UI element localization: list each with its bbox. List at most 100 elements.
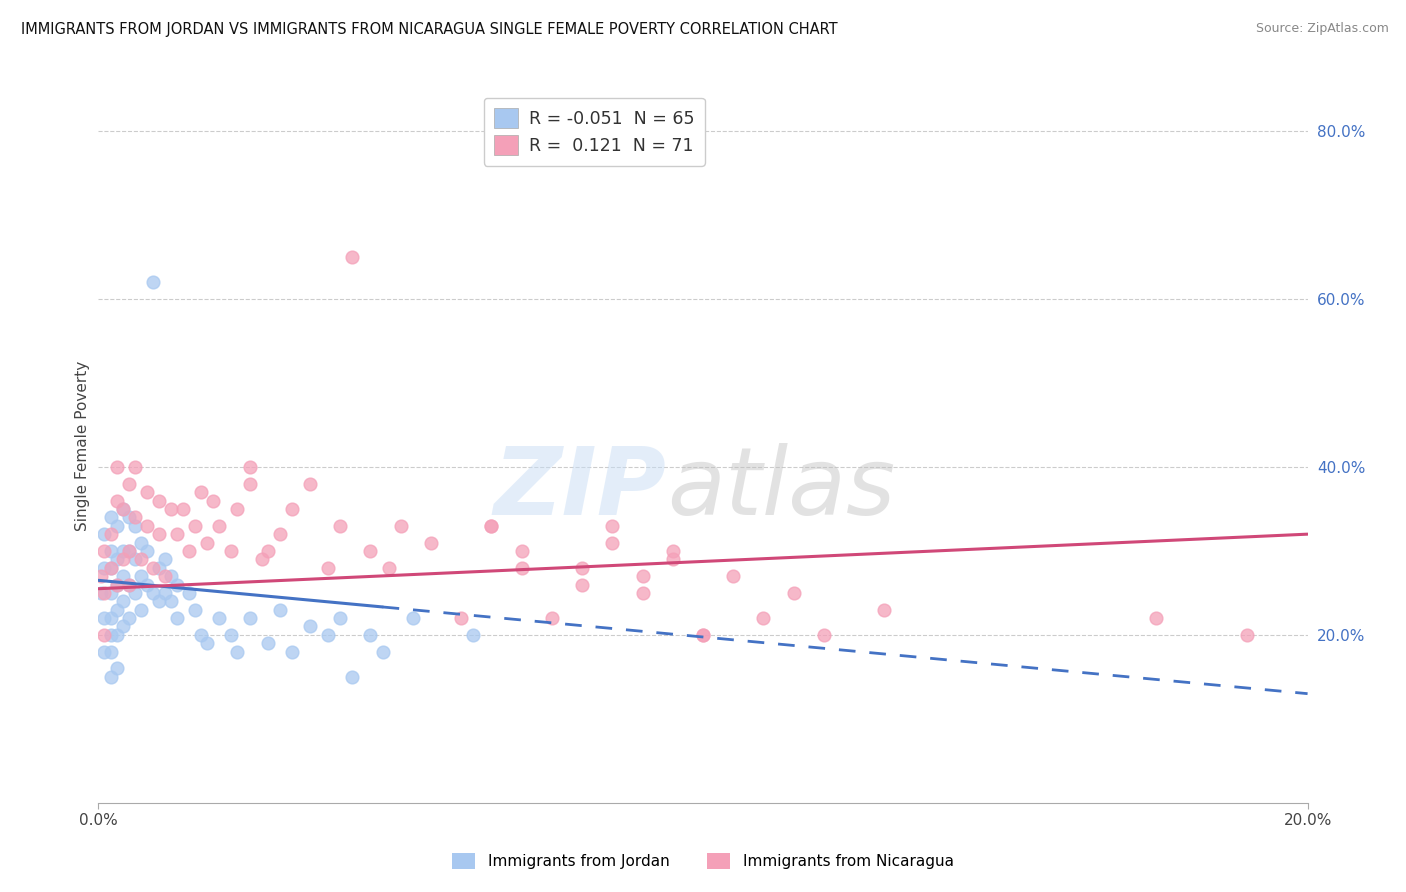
Point [105, 661, 128, 675]
Point [179, 586, 201, 600]
Point [402, 611, 425, 625]
Point [269, 527, 291, 541]
Point [481, 518, 503, 533]
Point [250, 552, 273, 566]
Point [190, 628, 212, 642]
Point [190, 485, 212, 500]
Point [316, 560, 339, 574]
Text: IMMIGRANTS FROM JORDAN VS IMMIGRANTS FROM NICARAGUA SINGLE FEMALE POVERTY CORREL: IMMIGRANTS FROM JORDAN VS IMMIGRANTS FRO… [21, 22, 838, 37]
Point [360, 544, 382, 558]
Point [100, 611, 122, 625]
Point [93, 544, 115, 558]
Point [269, 603, 291, 617]
Point [160, 594, 183, 608]
Point [129, 569, 152, 583]
Point [172, 502, 194, 516]
Point [221, 628, 243, 642]
Point [142, 275, 165, 289]
Point [662, 544, 685, 558]
Point [100, 628, 122, 642]
Point [148, 560, 170, 574]
Point [873, 603, 896, 617]
Point [118, 611, 141, 625]
Point [100, 544, 122, 558]
Point [329, 611, 352, 625]
Point [329, 518, 352, 533]
Point [299, 619, 322, 633]
Y-axis label: Single Female Poverty: Single Female Poverty [75, 361, 90, 531]
Point [100, 560, 122, 574]
Point [281, 502, 304, 516]
Point [105, 552, 128, 566]
Point [389, 518, 412, 533]
Point [602, 518, 624, 533]
Point [481, 518, 503, 533]
Point [124, 552, 146, 566]
Point [571, 560, 593, 574]
Point [420, 535, 443, 549]
Point [299, 476, 322, 491]
Point [105, 577, 128, 591]
Point [166, 577, 188, 591]
Point [202, 493, 225, 508]
Point [100, 670, 122, 684]
Point [118, 476, 141, 491]
Point [1236, 628, 1258, 642]
Point [226, 502, 249, 516]
Point [148, 594, 170, 608]
Point [1144, 611, 1167, 625]
Point [118, 577, 141, 591]
Point [208, 518, 231, 533]
Legend: Immigrants from Jordan, Immigrants from Nicaragua: Immigrants from Jordan, Immigrants from … [446, 847, 960, 875]
Point [153, 552, 176, 566]
Point [111, 594, 134, 608]
Point [602, 535, 624, 549]
Point [93, 645, 115, 659]
Point [135, 544, 157, 558]
Point [111, 502, 134, 516]
Point [723, 569, 745, 583]
Point [93, 628, 115, 642]
Point [184, 603, 207, 617]
Point [90, 569, 112, 583]
Point [631, 586, 654, 600]
Point [153, 569, 176, 583]
Point [184, 518, 207, 533]
Point [342, 250, 364, 264]
Point [371, 645, 394, 659]
Point [752, 611, 775, 625]
Point [111, 502, 134, 516]
Point [226, 645, 249, 659]
Point [100, 527, 122, 541]
Point [195, 535, 218, 549]
Point [281, 645, 304, 659]
Point [153, 586, 176, 600]
Point [135, 518, 157, 533]
Point [124, 510, 146, 524]
Point [105, 628, 128, 642]
Point [111, 552, 134, 566]
Point [662, 552, 685, 566]
Text: atlas: atlas [666, 443, 896, 534]
Point [463, 628, 485, 642]
Point [93, 611, 115, 625]
Point [360, 628, 382, 642]
Point [783, 586, 806, 600]
Point [105, 518, 128, 533]
Point [450, 611, 472, 625]
Point [93, 586, 115, 600]
Point [100, 560, 122, 574]
Point [179, 544, 201, 558]
Point [239, 460, 262, 475]
Point [142, 560, 165, 574]
Point [692, 628, 714, 642]
Point [111, 544, 134, 558]
Point [208, 611, 231, 625]
Text: ZIP: ZIP [494, 442, 666, 535]
Point [342, 670, 364, 684]
Point [100, 510, 122, 524]
Point [124, 518, 146, 533]
Point [90, 586, 112, 600]
Point [118, 510, 141, 524]
Point [142, 586, 165, 600]
